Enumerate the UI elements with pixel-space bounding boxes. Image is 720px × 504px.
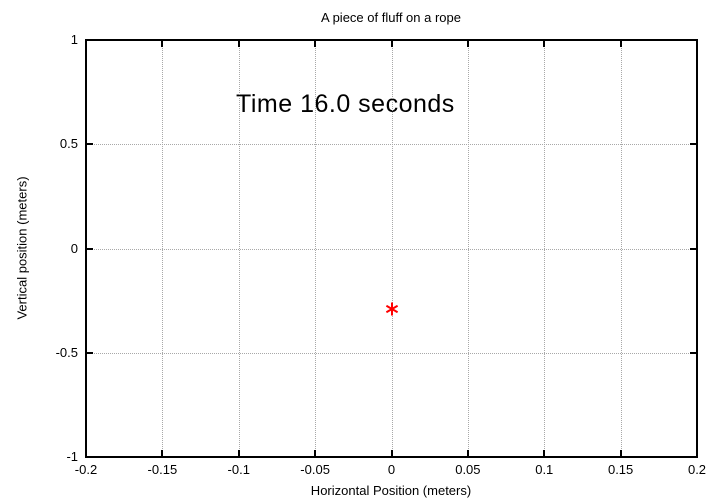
tick-mark-bottom xyxy=(466,450,469,457)
gridline-horizontal xyxy=(86,352,697,354)
time-annotation: Time 16.0 seconds xyxy=(236,90,455,118)
tick-mark-top xyxy=(466,40,469,47)
x-tick-label: -0.05 xyxy=(300,462,330,477)
x-tick-label: 0.2 xyxy=(687,462,707,477)
tick-mark-bottom xyxy=(543,450,546,457)
tick-mark-top xyxy=(161,40,164,47)
tick-mark-top xyxy=(543,40,546,47)
x-tick-label: -0.2 xyxy=(74,462,98,477)
x-tick-label: 0 xyxy=(387,462,396,477)
plot-area xyxy=(86,40,697,457)
tick-mark-top xyxy=(390,40,393,47)
tick-mark-bottom xyxy=(237,450,240,457)
y-tick-label: -1 xyxy=(66,449,78,464)
x-tick-label: -0.1 xyxy=(227,462,250,477)
x-tick-label: 0.1 xyxy=(535,462,554,477)
y-tick-label: 0 xyxy=(70,240,78,256)
gridline-horizontal xyxy=(86,248,697,250)
chart-title: A piece of fluff on a rope xyxy=(321,10,461,25)
y-axis-label: Vertical position (meters) xyxy=(14,176,30,320)
x-tick-label: 0.05 xyxy=(455,462,481,477)
tick-mark-top xyxy=(314,40,317,47)
y-tick-label: -0.5 xyxy=(55,344,78,360)
tick-mark-top xyxy=(237,40,240,47)
tick-mark-bottom xyxy=(619,450,622,457)
y-tick-label: 0.5 xyxy=(59,136,78,152)
tick-mark-left xyxy=(86,247,93,250)
x-tick-label: -0.15 xyxy=(147,462,178,477)
tick-mark-bottom xyxy=(314,450,317,457)
tick-mark-right xyxy=(690,247,697,250)
tick-mark-left xyxy=(86,143,93,146)
x-axis-label: Horizontal Position (meters) xyxy=(310,483,472,498)
tick-mark-right xyxy=(690,143,697,146)
tick-mark-top xyxy=(619,40,622,47)
data-point-marker xyxy=(385,302,399,316)
tick-mark-bottom xyxy=(161,450,164,457)
tick-mark-right xyxy=(690,351,697,354)
x-tick-label: 0.15 xyxy=(607,462,634,477)
tick-mark-bottom xyxy=(390,450,393,457)
tick-mark-left xyxy=(86,351,93,354)
y-tick-label: 1 xyxy=(70,32,78,47)
gridline-horizontal xyxy=(86,144,697,146)
asterisk-marker-icon xyxy=(385,302,398,316)
